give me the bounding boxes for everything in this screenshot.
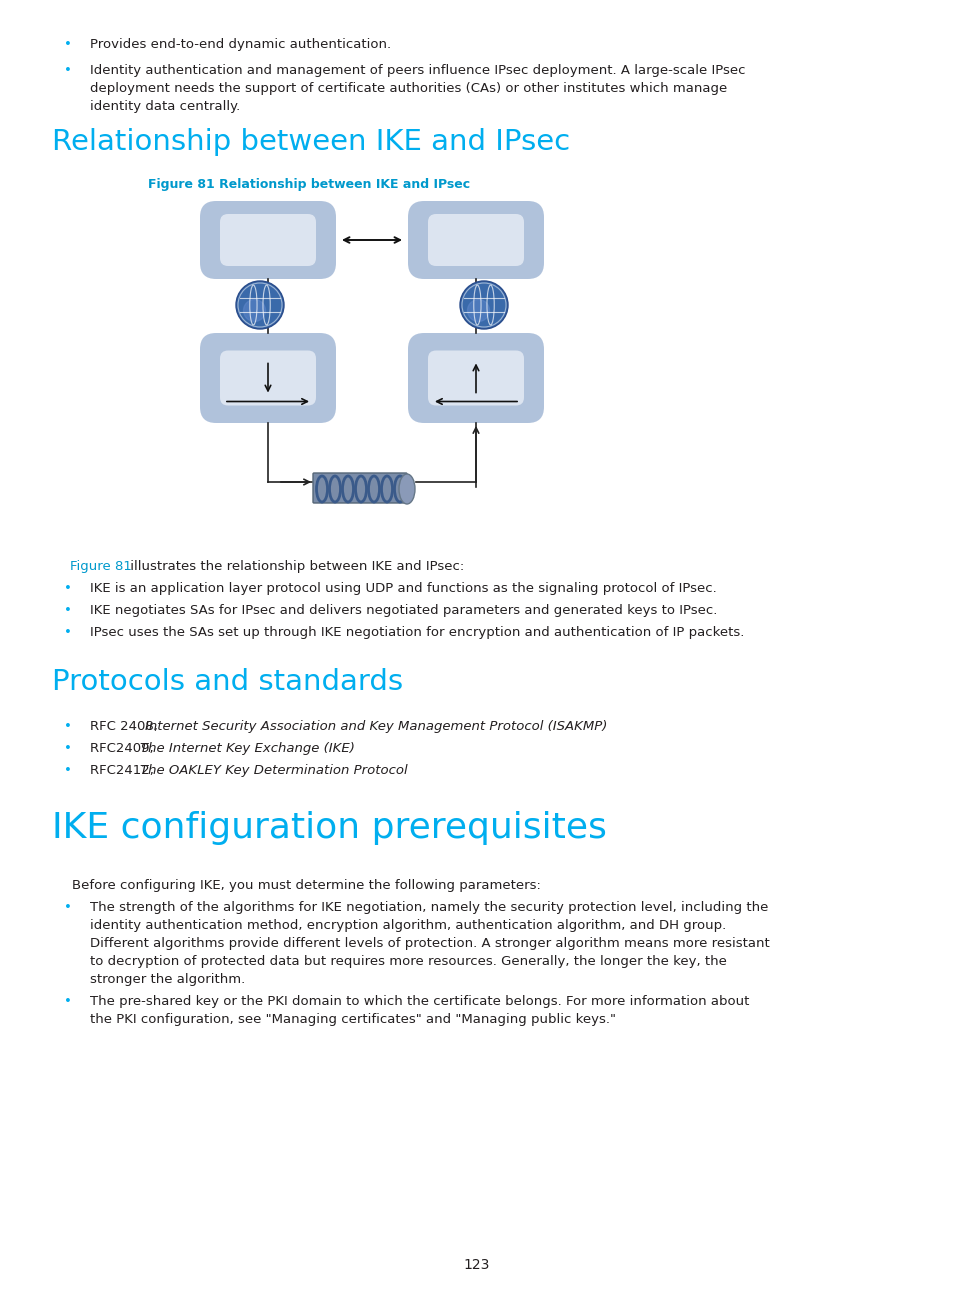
Text: RFC2409,: RFC2409, [90, 743, 157, 756]
Circle shape [459, 281, 507, 329]
Text: RFC2412,: RFC2412, [90, 765, 158, 778]
Text: stronger the algorithm.: stronger the algorithm. [90, 973, 245, 986]
Text: Relationship between IKE and IPsec: Relationship between IKE and IPsec [52, 128, 570, 156]
Text: to decryption of protected data but requires more resources. Generally, the long: to decryption of protected data but requ… [90, 955, 726, 968]
Circle shape [243, 299, 265, 321]
FancyBboxPatch shape [428, 214, 523, 266]
FancyBboxPatch shape [200, 201, 335, 279]
Text: •: • [64, 582, 71, 595]
Text: Provides end-to-end dynamic authentication.: Provides end-to-end dynamic authenticati… [90, 38, 391, 51]
Text: illustrates the relationship between IKE and IPsec:: illustrates the relationship between IKE… [126, 560, 464, 573]
FancyBboxPatch shape [408, 201, 543, 279]
Text: IKE configuration prerequisites: IKE configuration prerequisites [52, 811, 606, 845]
Text: identity authentication method, encryption algorithm, authentication algorithm, : identity authentication method, encrypti… [90, 919, 725, 932]
Text: •: • [64, 765, 71, 778]
Text: deployment needs the support of certificate authorities (CAs) or other institute: deployment needs the support of certific… [90, 82, 726, 95]
Text: Protocols and standards: Protocols and standards [52, 667, 403, 696]
FancyBboxPatch shape [428, 350, 523, 406]
Text: Internet Security Association and Key Management Protocol (ISAKMP): Internet Security Association and Key Ma… [146, 721, 607, 734]
Text: The Internet Key Exchange (IKE): The Internet Key Exchange (IKE) [140, 743, 355, 756]
Circle shape [467, 299, 489, 321]
Circle shape [237, 283, 282, 328]
FancyBboxPatch shape [313, 473, 407, 503]
Circle shape [235, 281, 284, 329]
Text: the PKI configuration, see "Managing certificates" and "Managing public keys.": the PKI configuration, see "Managing cer… [90, 1013, 616, 1026]
Circle shape [461, 283, 506, 328]
Text: •: • [64, 604, 71, 617]
FancyBboxPatch shape [220, 214, 315, 266]
Text: 123: 123 [463, 1258, 490, 1271]
Text: •: • [64, 626, 71, 639]
Text: IKE negotiates SAs for IPsec and delivers negotiated parameters and generated ke: IKE negotiates SAs for IPsec and deliver… [90, 604, 717, 617]
Text: Before configuring IKE, you must determine the following parameters:: Before configuring IKE, you must determi… [71, 879, 540, 892]
Text: Identity authentication and management of peers influence IPsec deployment. A la: Identity authentication and management o… [90, 64, 744, 76]
Text: Figure 81 Relationship between IKE and IPsec: Figure 81 Relationship between IKE and I… [148, 178, 470, 191]
Text: •: • [64, 38, 71, 51]
Text: •: • [64, 64, 71, 76]
Text: The OAKLEY Key Determination Protocol: The OAKLEY Key Determination Protocol [140, 765, 407, 778]
Text: Figure 81: Figure 81 [70, 560, 132, 573]
Text: •: • [64, 721, 71, 734]
FancyBboxPatch shape [408, 333, 543, 422]
Ellipse shape [398, 474, 415, 504]
Text: •: • [64, 995, 71, 1008]
Text: RFC 2408,: RFC 2408, [90, 721, 162, 734]
FancyBboxPatch shape [220, 350, 315, 406]
Text: identity data centrally.: identity data centrally. [90, 100, 240, 113]
Text: The strength of the algorithms for IKE negotiation, namely the security protecti: The strength of the algorithms for IKE n… [90, 901, 767, 914]
FancyBboxPatch shape [200, 333, 335, 422]
Text: •: • [64, 743, 71, 756]
Text: IPsec uses the SAs set up through IKE negotiation for encryption and authenticat: IPsec uses the SAs set up through IKE ne… [90, 626, 743, 639]
Text: The pre-shared key or the PKI domain to which the certificate belongs. For more : The pre-shared key or the PKI domain to … [90, 995, 749, 1008]
Text: •: • [64, 901, 71, 914]
Text: Different algorithms provide different levels of protection. A stronger algorith: Different algorithms provide different l… [90, 937, 769, 950]
Text: IKE is an application layer protocol using UDP and functions as the signaling pr: IKE is an application layer protocol usi… [90, 582, 716, 595]
